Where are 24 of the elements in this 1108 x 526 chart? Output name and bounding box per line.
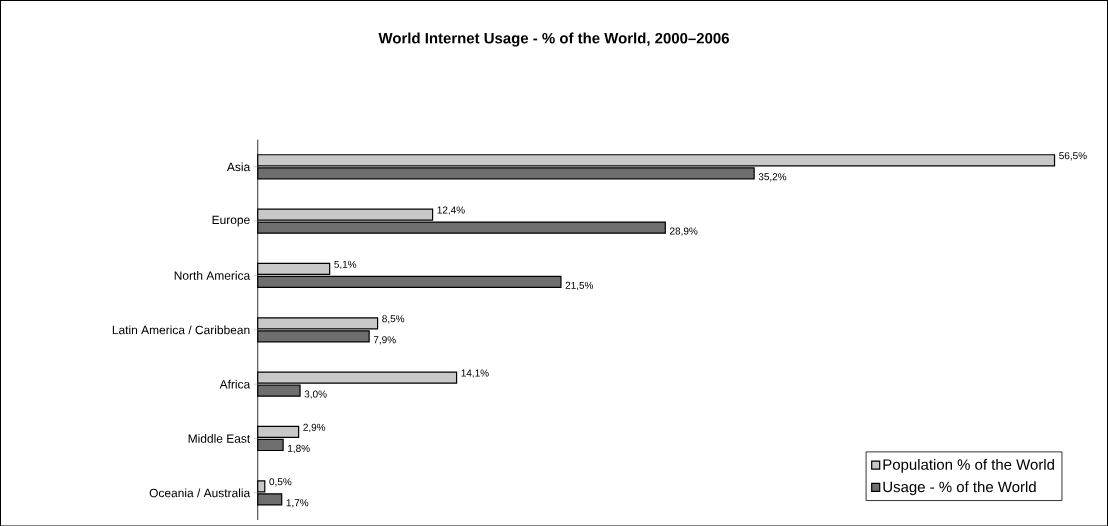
chart-title: World Internet Usage - % of the World, 2000–2006 (378, 32, 729, 47)
y-tick-label: Asia (226, 162, 251, 171)
y-tick-label: Europe (212, 215, 250, 227)
y-tick-label: North America (174, 270, 251, 280)
data-label: 8,5% (382, 314, 405, 324)
data-label: 3,0% (304, 390, 327, 399)
data-label: 2,9% (303, 423, 326, 432)
data-label: 21,5% (565, 281, 594, 290)
y-tick-label: Africa (219, 379, 251, 389)
data-label: 0,5% (269, 477, 292, 487)
legend-label: Population % of the World (883, 458, 1054, 473)
data-label: 14,1% (461, 369, 489, 378)
y-tick-label: Latin America / Caribbean (112, 325, 250, 334)
data-label: 7,9% (373, 335, 396, 345)
legend-label: Usage - % of the World (883, 480, 1036, 495)
data-label: 28,9% (670, 227, 698, 236)
data-label: 1,7% (286, 498, 309, 508)
data-label: 12,4% (437, 206, 465, 215)
data-label: 35,2% (758, 172, 787, 182)
y-tick-label: Oceania / Australia (149, 488, 251, 497)
y-tick-label: Middle East (188, 433, 251, 443)
data-label: 1,8% (288, 444, 310, 453)
data-label: 5,1% (334, 260, 357, 269)
data-label: 56,5% (1059, 151, 1087, 161)
